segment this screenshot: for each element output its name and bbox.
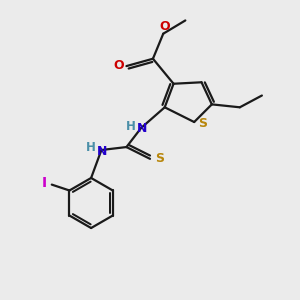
Text: N: N xyxy=(97,145,107,158)
Text: N: N xyxy=(136,122,147,135)
Text: O: O xyxy=(159,20,170,33)
Text: I: I xyxy=(42,176,47,190)
Text: H: H xyxy=(126,120,136,133)
Text: O: O xyxy=(113,59,124,72)
Text: H: H xyxy=(86,141,96,154)
Text: S: S xyxy=(199,117,208,130)
Text: S: S xyxy=(155,152,164,165)
